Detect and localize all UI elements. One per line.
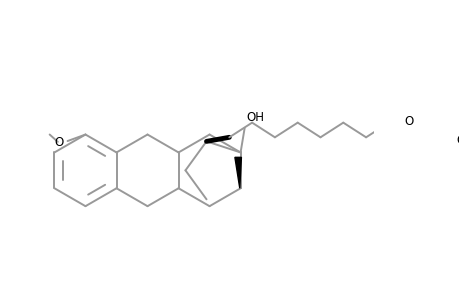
Polygon shape bbox=[235, 157, 241, 188]
Text: OH: OH bbox=[246, 111, 264, 124]
Text: O: O bbox=[456, 134, 459, 147]
Text: O: O bbox=[403, 115, 413, 128]
Text: O: O bbox=[54, 136, 63, 149]
